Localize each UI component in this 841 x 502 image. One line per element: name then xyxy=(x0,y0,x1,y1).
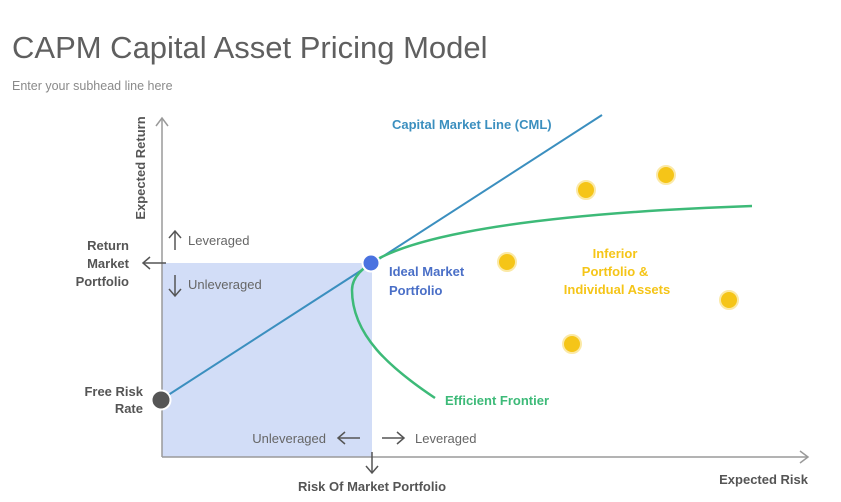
ideal-label-line2: Portfolio xyxy=(389,283,442,298)
unleveraged-region xyxy=(162,263,372,457)
slide-title: CAPM Capital Asset Pricing Model xyxy=(12,30,488,65)
arrow-right-icon xyxy=(382,431,406,445)
ideal-market-portfolio-point xyxy=(361,253,381,273)
cml-label: Capital Market Line (CML) xyxy=(392,117,552,132)
leveraged-horizontal-label: Leveraged xyxy=(415,431,476,446)
efficient-frontier-curve xyxy=(350,204,753,400)
risk-market-portfolio-label: Risk Of Market Portfolio xyxy=(298,479,446,494)
unleveraged-horizontal-label: Unleveraged xyxy=(252,431,326,446)
inferior-point xyxy=(562,334,582,354)
arrow-down-icon xyxy=(168,275,182,298)
inferior-point xyxy=(719,290,739,310)
arrow-up-icon xyxy=(168,229,182,250)
inferior-label-line2: Portfolio & xyxy=(582,264,648,279)
return-market-label-line1: Return xyxy=(87,238,129,253)
free-risk-label-line1: Free Risk xyxy=(84,384,143,399)
free-risk-rate-point xyxy=(150,389,172,411)
ideal-label-line1: Ideal Market xyxy=(389,264,465,279)
inferior-label-line1: Inferior xyxy=(593,246,638,261)
leveraged-vertical-label: Leveraged xyxy=(188,233,249,248)
y-axis-label: Expected Return xyxy=(133,116,148,219)
inferior-point xyxy=(576,180,596,200)
inferior-point xyxy=(656,165,676,185)
x-axis-label: Expected Risk xyxy=(719,472,809,487)
return-market-label-line2: Market xyxy=(87,256,130,271)
inferior-points xyxy=(497,165,739,354)
efficient-frontier-label: Efficient Frontier xyxy=(445,393,549,408)
arrow-left-icon xyxy=(336,431,360,445)
inferior-point xyxy=(497,252,517,272)
arrow-left-icon xyxy=(141,256,166,270)
return-market-label-line3: Portfolio xyxy=(76,274,129,289)
x-axis xyxy=(162,450,810,464)
slide-subhead: Enter your subhead line here xyxy=(12,79,173,93)
free-risk-label-line2: Rate xyxy=(115,401,143,416)
inferior-label-line3: Individual Assets xyxy=(564,282,670,297)
arrow-down-icon xyxy=(365,452,379,475)
unleveraged-vertical-label: Unleveraged xyxy=(188,277,262,292)
